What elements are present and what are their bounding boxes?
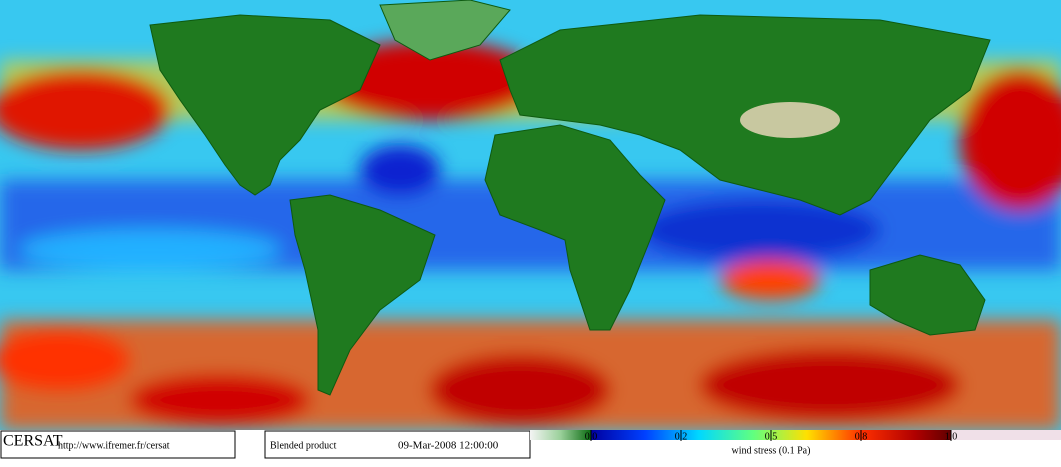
colorbar-tick-label: 0.8: [855, 431, 868, 442]
product: Blended product: [270, 440, 337, 451]
product-box: [264, 430, 531, 459]
colorbar-tick-label: 0.0: [585, 431, 598, 442]
colorbar-end: [951, 430, 1061, 440]
logo: CERSAT: [3, 433, 63, 450]
colorbar-tick-label: 0.2: [675, 431, 688, 442]
colorbar-label: wind stress (0.1 Pa): [732, 445, 811, 456]
date: 09-Mar-2008 12:00:00: [398, 440, 499, 452]
colorbar-tick-label: 0.5: [765, 431, 778, 442]
land-scale: [530, 430, 591, 440]
colorbar-tick-label: 1.0: [945, 431, 958, 442]
url-box: [0, 430, 236, 459]
land: [149, 0, 991, 396]
url: http://www.ifremer.fr/cersat: [58, 440, 170, 451]
footer: CERSAT http://www.ifremer.fr/cersat Blen…: [0, 430, 1061, 462]
